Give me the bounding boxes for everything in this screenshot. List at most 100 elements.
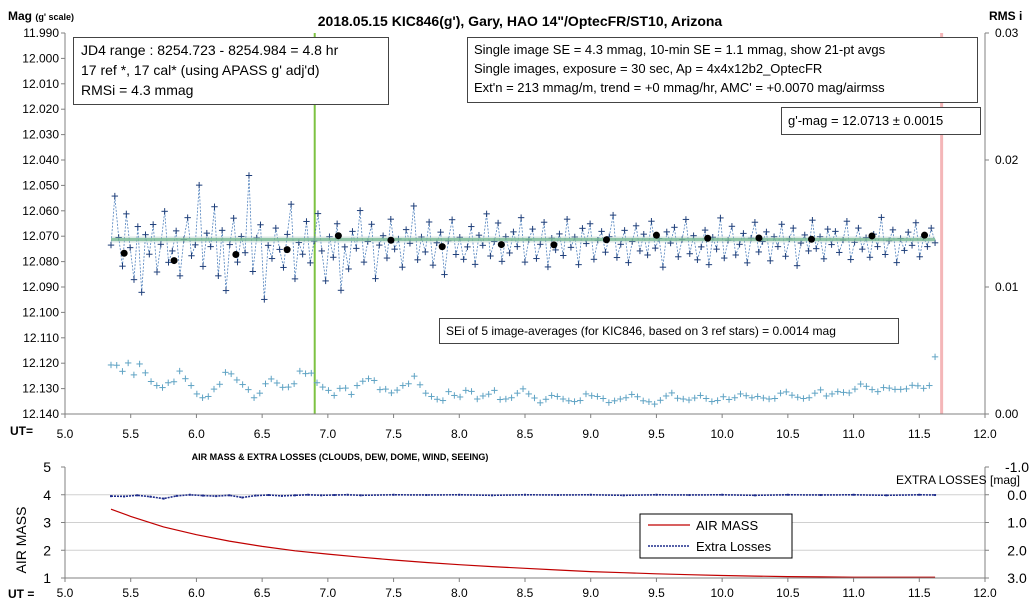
extra-losses-point xyxy=(149,495,152,498)
bottom-x-tick-label: 8.5 xyxy=(517,586,534,600)
bottom-right-tick-label: 2.0 xyxy=(1007,542,1027,558)
extra-losses-point xyxy=(175,494,178,497)
extra-losses-point xyxy=(110,495,112,498)
top-x-tick-label: 6.5 xyxy=(254,427,271,441)
bottom-panel: 5 4 3 2 1 -1.0 0.0 1.0 2.0 3.0 5.0 5.5 6.0 6.5 7.0 7.… xyxy=(8,452,1029,601)
bottom-y-tick-label: 1 xyxy=(43,570,51,586)
extra-losses-point xyxy=(524,493,526,496)
top-y-axis-label: Mag (g' scale) xyxy=(8,9,74,23)
top-right-tick-label: 0.01 xyxy=(995,280,1019,294)
top-y-tick-label: 11.990 xyxy=(23,26,59,40)
average-point xyxy=(755,234,763,242)
average-point xyxy=(497,241,505,249)
bottom-x-tick-label: 5.5 xyxy=(122,586,139,600)
extra-losses-point xyxy=(307,493,310,496)
bottom-x-tick-label: 8.0 xyxy=(451,586,468,600)
bottom-x-tick-label: 6.0 xyxy=(188,586,205,600)
top-x-tick-label: 7.5 xyxy=(385,427,402,441)
average-point xyxy=(120,249,128,257)
average-point xyxy=(808,235,816,243)
average-point xyxy=(704,234,712,242)
blue-series-connector xyxy=(110,175,936,300)
average-point xyxy=(283,246,291,254)
top-y-tick-label: 12.060 xyxy=(22,204,59,218)
bottom-legend: AIR MASS Extra Losses xyxy=(639,513,793,559)
bottom-x-tick-label: 7.0 xyxy=(320,586,337,600)
airmass-series xyxy=(110,508,936,578)
extra-losses-point xyxy=(267,494,270,497)
extra-losses-point xyxy=(934,494,937,497)
sei-box: SEi of 5 image-averages (for KIC846, bas… xyxy=(439,318,899,344)
extra-losses-point xyxy=(556,494,559,497)
top-right-axis-label: RMS i xyxy=(989,9,1022,23)
extra-losses-point xyxy=(425,494,428,497)
exposure-info-box: Single image SE = 4.3 mmag, 10-min SE = … xyxy=(467,37,978,103)
extra-losses-point xyxy=(458,493,461,496)
extra-losses-point xyxy=(655,493,658,496)
average-point xyxy=(652,231,660,239)
top-chart-title: 2018.05.15 KIC846(g'), Gary, HAO 14"/Opt… xyxy=(318,13,723,29)
extra-losses-point xyxy=(254,494,257,497)
exposure-line: Single images, exposure = 30 sec, Ap = 4… xyxy=(474,61,823,76)
extra-losses-point xyxy=(162,497,165,500)
extra-losses-point xyxy=(589,493,592,496)
bottom-x-tick-label: 10.0 xyxy=(710,586,734,600)
bottom-y-tick-label: 5 xyxy=(43,459,51,475)
extra-losses-point xyxy=(819,494,822,497)
top-x-tick-label: 11.0 xyxy=(842,427,865,441)
top-y-tick-label: 12.000 xyxy=(22,51,59,65)
bottom-y-tick-label: 4 xyxy=(43,487,51,503)
average-point xyxy=(438,243,446,251)
bottom-right-tick-label: 0.0 xyxy=(1007,487,1027,503)
top-y-tick-label: 12.090 xyxy=(22,280,59,294)
extra-losses-point xyxy=(852,493,855,496)
extra-losses-point xyxy=(294,494,296,497)
extra-losses-point xyxy=(136,494,139,497)
bottom-chart-title: AIR MASS & EXTRA LOSSES (CLOUDS, DEW, DO… xyxy=(192,452,489,462)
sei-value: SEi of 5 image-averages (for KIC846, bas… xyxy=(446,324,836,338)
top-x-tick-label: 11.5 xyxy=(908,427,931,441)
jd-range-line: JD4 range : 8254.723 - 8254.984 = 4.8 hr xyxy=(81,42,339,58)
extra-losses-point xyxy=(688,494,691,497)
top-y-tick-label: 12.050 xyxy=(22,178,59,192)
extra-losses-point xyxy=(228,494,231,497)
extinction-line: Ext'n = 213 mmag/m, trend = +0 mmag/hr, … xyxy=(474,80,885,95)
top-y-tick-label: 12.010 xyxy=(22,77,59,91)
average-point xyxy=(921,231,929,239)
top-y-tick-label: 12.110 xyxy=(23,331,59,345)
bottom-x-tick-label: 10.5 xyxy=(776,586,800,600)
jd-range-box: JD4 range : 8254.723 - 8254.984 = 4.8 hr… xyxy=(73,37,389,105)
extra-losses-point xyxy=(918,493,921,496)
bottom-x-tick-label: 6.5 xyxy=(254,586,271,600)
extra-losses-point xyxy=(333,494,336,497)
top-x-tick-label: 10.5 xyxy=(776,427,800,441)
bottom-x-tick-label: 11.0 xyxy=(842,586,865,600)
g-mag-value: g'-mag = 12.0713 ± 0.0015 xyxy=(788,113,944,128)
extra-losses-point xyxy=(885,494,888,497)
extra-losses-point xyxy=(280,494,283,497)
bottom-x-tick-label: 11.5 xyxy=(908,586,931,600)
bottom-right-axis-label: EXTRA LOSSES [mag] xyxy=(896,473,1020,487)
top-right-tick-label: 0.02 xyxy=(995,153,1019,167)
bottom-right-tick-label: 1.0 xyxy=(1007,515,1027,531)
legend-box xyxy=(639,513,793,559)
extra-losses-point xyxy=(754,494,756,497)
top-x-tick-label: 6.0 xyxy=(188,427,205,441)
top-y-tick-label: 12.100 xyxy=(22,305,59,319)
top-x-tick-label: 5.5 xyxy=(122,427,139,441)
legend-label-extra-losses: Extra Losses xyxy=(696,539,772,554)
top-x-tick-label: 10.0 xyxy=(710,427,734,441)
top-y-tick-label: 12.040 xyxy=(22,153,59,167)
bottom-left-axis-label: AIR MASS xyxy=(13,507,29,574)
average-point xyxy=(170,257,178,265)
top-x-tick-label: 9.5 xyxy=(648,427,665,441)
average-point xyxy=(387,236,395,244)
top-y-tick-label: 12.080 xyxy=(22,255,59,269)
extra-losses-point xyxy=(320,494,323,497)
top-y-tick-label: 12.030 xyxy=(22,128,59,142)
top-right-tick-label: 0.03 xyxy=(995,26,1019,40)
bottom-y-tick-label: 3 xyxy=(43,515,51,531)
bottom-right-tick-label: -1.0 xyxy=(1005,459,1029,475)
bottom-right-tick-label: 3.0 xyxy=(1007,570,1027,586)
extra-losses-point xyxy=(786,493,789,496)
